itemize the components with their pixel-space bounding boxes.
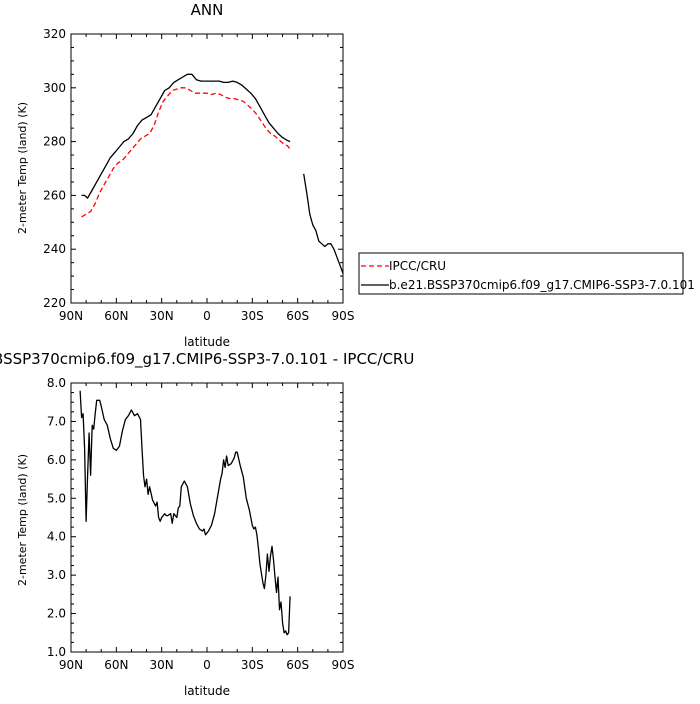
series-line-0-segment-0 bbox=[79, 390, 291, 636]
x-tick-label: 30N bbox=[150, 658, 174, 672]
y-axis: 220 240 260 280 300 320 bbox=[43, 27, 343, 310]
x-tick-label: 0 bbox=[203, 658, 211, 672]
y-tick-label: 4.0 bbox=[47, 530, 66, 544]
x-tick-label: 90S bbox=[332, 309, 355, 323]
legend-label-ipcc: IPCC/CRU bbox=[389, 259, 446, 273]
y-tick-label: 3.0 bbox=[47, 568, 66, 582]
x-tick-label: 60N bbox=[104, 658, 128, 672]
plot-lines bbox=[79, 390, 291, 636]
legend-label-model: b.e21.BSSP370cmip6.f09_g17.CMIP6-SSP3-7.… bbox=[389, 278, 695, 292]
x-tick-label: 60S bbox=[286, 309, 309, 323]
y-axis: 1.0 2.0 3.0 4.0 5.0 6.0 7.0 8.0 bbox=[47, 376, 343, 659]
x-tick-label: 90S bbox=[332, 658, 355, 672]
y-tick-label: 260 bbox=[43, 188, 66, 202]
x-tick-label: 0 bbox=[203, 309, 211, 323]
series-line-0-segment-0 bbox=[81, 87, 291, 218]
y-tick-label: 320 bbox=[43, 27, 66, 41]
y-tick-label: 6.0 bbox=[47, 453, 66, 467]
panel-bottom: b.e21.BSSP370cmip6.f09_g17.CMIP6-SSP3-7.… bbox=[0, 350, 414, 698]
y-tick-label: 220 bbox=[43, 296, 66, 310]
x-tick-label: 60N bbox=[104, 309, 128, 323]
y-axis-label: 2-meter Temp (land) (K) bbox=[16, 102, 29, 234]
x-tick-label: 90N bbox=[59, 309, 83, 323]
x-tick-label: 30S bbox=[241, 658, 264, 672]
series-line-1-segment-0 bbox=[81, 73, 291, 199]
x-tick-label: 90N bbox=[59, 658, 83, 672]
x-axis: 90N 60N 30N 0 30S 60S 90S bbox=[59, 383, 355, 672]
y-tick-label: 240 bbox=[43, 242, 66, 256]
y-tick-label: 8.0 bbox=[47, 376, 66, 390]
y-tick-label: 2.0 bbox=[47, 607, 66, 621]
y-axis-label: 2-meter Temp (land) (K) bbox=[16, 454, 29, 586]
chart-title: b.e21.BSSP370cmip6.f09_g17.CMIP6-SSP3-7.… bbox=[0, 350, 414, 369]
y-tick-label: 300 bbox=[43, 81, 66, 95]
chart-title: ANN bbox=[191, 1, 224, 19]
x-axis-label: latitude bbox=[184, 335, 230, 349]
x-tick-label: 30S bbox=[241, 309, 264, 323]
y-tick-label: 5.0 bbox=[47, 491, 66, 505]
legend: IPCC/CRU b.e21.BSSP370cmip6.f09_g17.CMIP… bbox=[358, 252, 695, 295]
y-tick-label: 7.0 bbox=[47, 414, 66, 428]
x-tick-label: 30N bbox=[150, 309, 174, 323]
x-tick-label: 60S bbox=[286, 658, 309, 672]
y-tick-label: 1.0 bbox=[47, 645, 66, 659]
y-tick-label: 280 bbox=[43, 135, 66, 149]
series-line-1-segment-1 bbox=[303, 173, 344, 274]
legend-box bbox=[358, 252, 684, 295]
x-axis-label: latitude bbox=[184, 684, 230, 698]
plot-lines bbox=[81, 73, 344, 274]
x-axis: 90N 60N 30N 0 30S 60S 90S bbox=[59, 34, 355, 323]
